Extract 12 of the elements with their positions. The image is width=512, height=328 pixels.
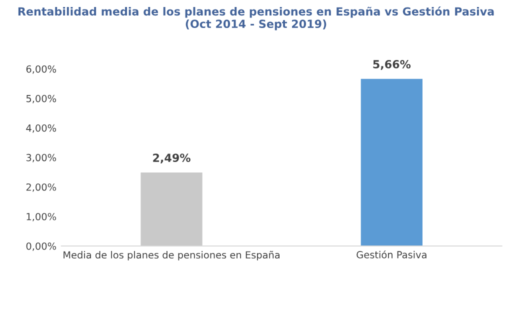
y-tick-label: 5,00% <box>26 94 56 104</box>
y-tick-label: 0,00% <box>26 242 56 251</box>
x-tick-label: Media de los planes de pensiones en España <box>64 250 280 260</box>
chart-title: Rentabilidad media de los planes de pensiones en España vs Gestión Pasiva (Oct 2014 - Sept 2019) <box>18 6 494 30</box>
y-tick-label: 1,00% <box>26 212 56 222</box>
x-tick-label: Gestión Pasiva <box>356 250 426 258</box>
data-label: 2,49% <box>153 154 190 164</box>
y-tick-label: 2,00% <box>26 183 56 192</box>
data-label: 5,66% <box>373 60 411 70</box>
y-tick-label: 6,00% <box>26 65 56 74</box>
y-tick-label: 3,00% <box>26 154 56 162</box>
y-tick-label: 4,00% <box>26 124 56 133</box>
